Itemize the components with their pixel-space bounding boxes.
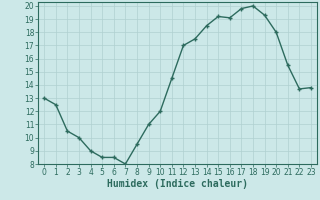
X-axis label: Humidex (Indice chaleur): Humidex (Indice chaleur) xyxy=(107,179,248,189)
